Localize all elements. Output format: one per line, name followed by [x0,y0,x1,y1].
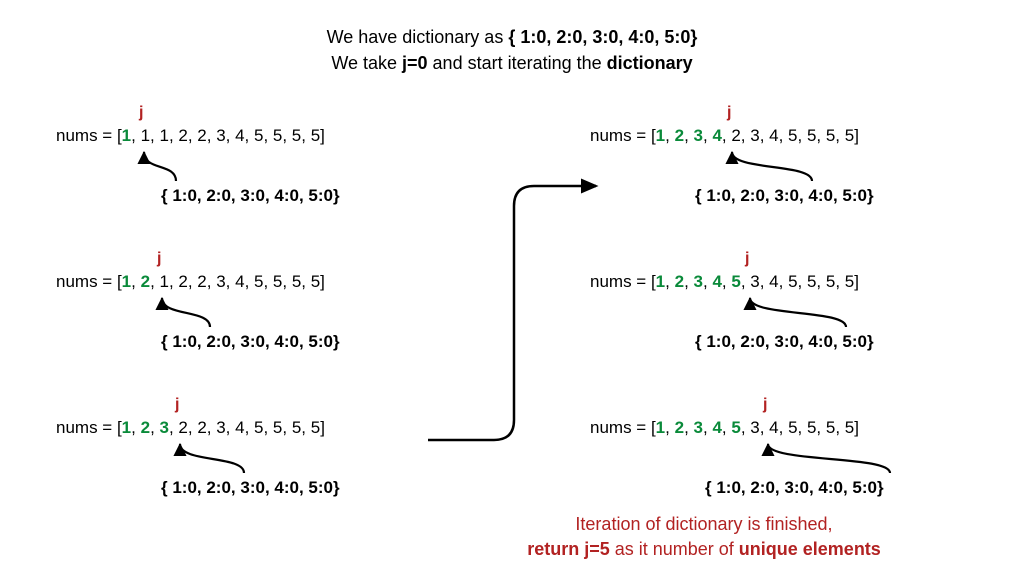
header-line2-b2: dictionary [607,53,693,73]
array-line: nums = [1, 2, 3, 4, 5, 3, 4, 5, 5, 5, 5] [590,272,859,292]
dict-line: { 1:0, 2:0, 3:0, 4:0, 5:0} [705,478,884,498]
j-label: j [157,250,161,268]
right-column: j nums = [1, 2, 3, 4, 2, 3, 4, 5, 5, 5, 5… [590,104,1020,542]
array-line: nums = [1, 2, 3, 4, 5, 3, 4, 5, 5, 5, 5] [590,418,859,438]
dict-line: { 1:0, 2:0, 3:0, 4:0, 5:0} [161,478,340,498]
header-line1-pre: We have dictionary as [327,27,509,47]
header-line1-bold: { 1:0, 2:0, 3:0, 4:0, 5:0} [508,27,697,47]
header-line-2: We take j=0 and start iterating the dict… [0,50,1024,76]
header-line2-b1: j=0 [402,53,428,73]
header-line-1: We have dictionary as { 1:0, 2:0, 3:0, 4… [0,24,1024,50]
array-line: nums = [1, 2, 3, 4, 2, 3, 4, 5, 5, 5, 5] [590,126,859,146]
dict-line: { 1:0, 2:0, 3:0, 4:0, 5:0} [161,186,340,206]
header-block: We have dictionary as { 1:0, 2:0, 3:0, 4… [0,24,1024,76]
j-label: j [139,104,143,122]
footer-line2-b1: return j=5 [527,539,610,559]
footer-line-2: return j=5 as it number of unique elemen… [444,537,964,562]
footer-block: Iteration of dictionary is finished, ret… [444,512,964,562]
dict-line: { 1:0, 2:0, 3:0, 4:0, 5:0} [695,186,874,206]
dict-line: { 1:0, 2:0, 3:0, 4:0, 5:0} [161,332,340,352]
footer-line2-b2: unique elements [739,539,881,559]
footer-line-1: Iteration of dictionary is finished, [444,512,964,537]
array-line: nums = [1, 2, 1, 2, 2, 3, 4, 5, 5, 5, 5] [56,272,325,292]
step-4: j nums = [1, 2, 3, 4, 2, 3, 4, 5, 5, 5, 5… [590,104,1020,244]
array-line: nums = [1, 1, 1, 2, 2, 3, 4, 5, 5, 5, 5] [56,126,325,146]
step-arrow [590,149,1020,183]
header-line2-pre: We take [331,53,402,73]
dict-line: { 1:0, 2:0, 3:0, 4:0, 5:0} [695,332,874,352]
footer-line2-mid: as it number of [610,539,739,559]
array-line: nums = [1, 2, 3, 2, 2, 3, 4, 5, 5, 5, 5] [56,418,325,438]
j-label: j [727,104,731,122]
connector-arrow [418,178,608,468]
j-label: j [175,396,179,414]
step-5: j nums = [1, 2, 3, 4, 5, 3, 4, 5, 5, 5, 5… [590,250,1020,390]
j-label: j [763,396,767,414]
header-line2-mid: and start iterating the [428,53,607,73]
step-arrow [590,295,1020,329]
j-label: j [745,250,749,268]
step-arrow [590,441,1020,475]
